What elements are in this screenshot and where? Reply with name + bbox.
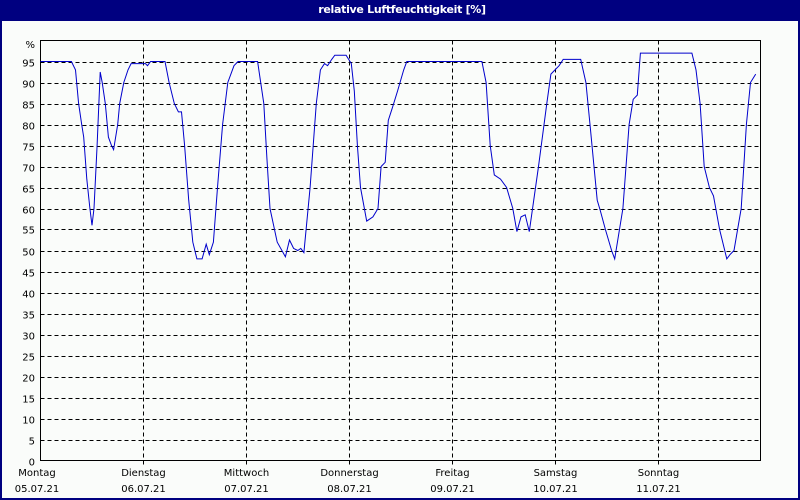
y-tick-label: 85 (22, 101, 35, 112)
y-tick-label: 40 (22, 290, 35, 301)
x-tick-day-label: Dienstag (121, 468, 166, 479)
x-tick-date-label: 11.07.21 (636, 484, 681, 495)
x-tick-day-label: Montag (18, 468, 55, 479)
y-tick-label: 75 (22, 143, 35, 154)
y-tick-label: 20 (22, 374, 35, 385)
y-tick-label: 95 (22, 59, 35, 70)
y-tick-label: 15 (22, 395, 35, 406)
y-tick-label: 50 (22, 248, 35, 259)
x-tick-date-label: 08.07.21 (327, 484, 372, 495)
y-tick-label: 0 (29, 458, 35, 469)
chart-title: relative Luftfeuchtigkeit [%] (2, 0, 800, 21)
y-tick-label: 25 (22, 353, 35, 364)
y-unit-label: % (25, 40, 35, 51)
y-tick-label: 45 (22, 269, 35, 280)
x-tick-date-label: 10.07.21 (533, 484, 578, 495)
x-tick-day-label: Sonntag (638, 468, 680, 479)
y-tick-label: 80 (22, 122, 35, 133)
x-tick-day-label: Donnerstag (320, 468, 378, 479)
y-tick-label: 70 (22, 164, 35, 175)
plot-frame (40, 40, 761, 461)
y-tick-label: 55 (22, 226, 35, 237)
humidity-line (40, 52, 757, 261)
x-axis-ticks: Montag 05.07.21 Dienstag 06.07.21 Mittwoch 07… (15, 468, 681, 495)
x-tick-day-label: Mittwoch (224, 468, 269, 479)
y-tick-label: 35 (22, 311, 35, 322)
y-tick-label: 65 (22, 185, 35, 196)
x-tick-date-label: 09.07.21 (430, 484, 475, 495)
x-tick-day-label: Samstag (534, 468, 578, 479)
x-tick-date-label: 06.07.21 (121, 484, 166, 495)
y-axis-ticks: 0 5 10 15 20 25 30 35 40 45 50 55 60 65 70 75 80 85 90 95 (22, 59, 35, 469)
x-tick-date-label: 05.07.21 (15, 484, 60, 495)
y-tick-label: 10 (22, 416, 35, 427)
x-tick-date-label: 07.07.21 (224, 484, 269, 495)
y-tick-label: 60 (22, 206, 35, 217)
y-tick-label: 5 (29, 437, 35, 448)
grid-lines (40, 40, 761, 465)
x-tick-day-label: Freitag (435, 468, 469, 479)
y-tick-label: 90 (22, 80, 35, 91)
y-tick-label: 30 (22, 332, 35, 343)
